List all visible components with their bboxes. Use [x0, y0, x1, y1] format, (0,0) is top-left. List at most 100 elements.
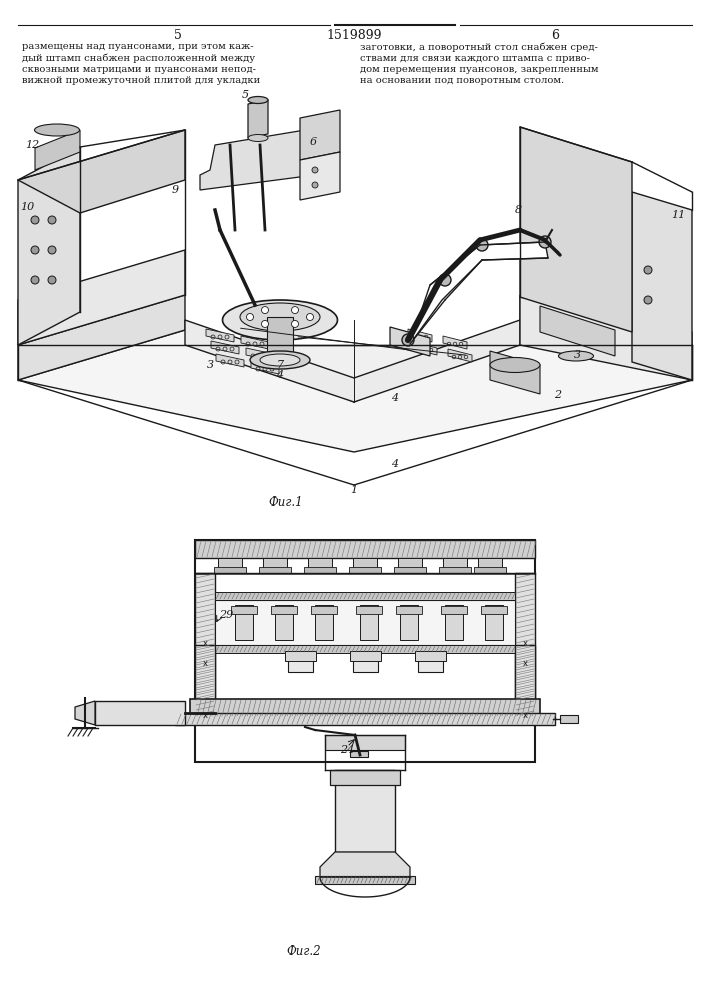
Circle shape: [439, 274, 451, 286]
Bar: [441, 606, 467, 614]
Bar: [195, 540, 535, 558]
Polygon shape: [35, 130, 80, 170]
Bar: [175, 713, 555, 725]
Bar: [474, 567, 506, 573]
Polygon shape: [300, 152, 340, 200]
Bar: [215, 592, 515, 600]
Bar: [481, 606, 507, 614]
Bar: [285, 651, 316, 661]
Text: x: x: [522, 639, 527, 648]
Bar: [485, 605, 503, 640]
Polygon shape: [520, 127, 632, 332]
Bar: [218, 558, 242, 573]
Polygon shape: [490, 351, 540, 394]
Polygon shape: [216, 354, 244, 367]
Polygon shape: [251, 361, 279, 374]
Bar: [325, 735, 405, 750]
Bar: [315, 876, 415, 884]
Bar: [353, 653, 378, 672]
Text: x: x: [202, 639, 207, 648]
Bar: [445, 605, 463, 640]
Text: 7: 7: [276, 360, 284, 370]
Bar: [195, 540, 535, 762]
Text: 11: 11: [671, 210, 685, 220]
Text: 1: 1: [351, 485, 358, 495]
Circle shape: [262, 320, 269, 327]
Text: 2: 2: [554, 390, 561, 400]
Text: 12: 12: [25, 140, 40, 150]
Text: x: x: [202, 658, 207, 668]
Bar: [195, 645, 215, 717]
Circle shape: [48, 246, 56, 254]
Text: 4: 4: [276, 370, 284, 380]
Ellipse shape: [559, 351, 593, 361]
Bar: [415, 651, 446, 661]
Polygon shape: [18, 147, 80, 345]
Bar: [311, 606, 337, 614]
Circle shape: [262, 307, 269, 314]
Polygon shape: [410, 242, 548, 344]
Text: Фиг.1: Фиг.1: [269, 496, 303, 509]
Polygon shape: [18, 295, 185, 380]
Text: 10: 10: [20, 202, 34, 212]
Polygon shape: [520, 297, 692, 380]
Polygon shape: [320, 852, 410, 877]
Circle shape: [476, 239, 488, 251]
Polygon shape: [75, 701, 95, 725]
Bar: [190, 699, 540, 717]
Polygon shape: [443, 336, 467, 349]
Text: 24: 24: [340, 745, 354, 755]
Polygon shape: [540, 306, 615, 356]
Bar: [315, 605, 333, 640]
Bar: [271, 606, 297, 614]
Circle shape: [312, 182, 318, 188]
Circle shape: [312, 167, 318, 173]
Bar: [560, 715, 578, 723]
Bar: [418, 653, 443, 672]
Text: x: x: [522, 658, 527, 668]
Text: размещены над пуансонами, при этом каж-
дый штамп снабжен расположенной между
ск: размещены над пуансонами, при этом каж- …: [22, 42, 260, 85]
Polygon shape: [267, 317, 293, 360]
Polygon shape: [18, 345, 692, 380]
Bar: [235, 605, 253, 640]
Ellipse shape: [223, 300, 337, 340]
Polygon shape: [390, 327, 430, 356]
Polygon shape: [18, 130, 185, 213]
Bar: [288, 653, 313, 672]
Circle shape: [247, 314, 254, 320]
Text: 8: 8: [515, 205, 522, 215]
Circle shape: [539, 236, 551, 248]
Circle shape: [307, 314, 313, 320]
Bar: [304, 567, 336, 573]
Bar: [353, 558, 377, 573]
Polygon shape: [408, 329, 432, 342]
Bar: [308, 558, 332, 573]
Text: 6: 6: [551, 29, 559, 42]
Circle shape: [402, 334, 414, 346]
Bar: [350, 751, 368, 757]
Circle shape: [31, 276, 39, 284]
Polygon shape: [18, 330, 692, 452]
Bar: [195, 573, 215, 700]
Text: 4: 4: [392, 393, 399, 403]
Bar: [95, 701, 185, 725]
Bar: [275, 605, 293, 640]
Circle shape: [48, 276, 56, 284]
Ellipse shape: [248, 97, 268, 104]
Bar: [350, 651, 381, 661]
Bar: [259, 567, 291, 573]
Circle shape: [31, 246, 39, 254]
Bar: [356, 606, 382, 614]
Circle shape: [48, 216, 56, 224]
Bar: [443, 558, 467, 573]
Circle shape: [291, 320, 298, 327]
Polygon shape: [632, 192, 692, 380]
Text: Фиг.2: Фиг.2: [286, 945, 321, 958]
Polygon shape: [413, 342, 437, 355]
Bar: [515, 573, 535, 700]
Ellipse shape: [35, 124, 79, 136]
Polygon shape: [185, 320, 520, 402]
Bar: [400, 605, 418, 640]
Bar: [214, 567, 246, 573]
Ellipse shape: [260, 354, 300, 366]
